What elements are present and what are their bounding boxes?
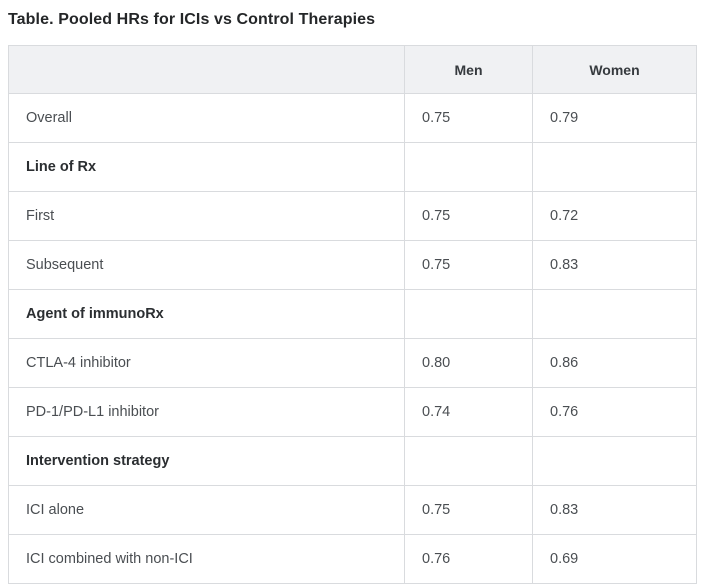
corner-header-cell	[8, 45, 405, 94]
women-value-cell	[532, 142, 697, 192]
row-label-cell: First	[8, 191, 405, 241]
row-label-cell: CTLA-4 inhibitor	[8, 338, 405, 388]
column-header-women: Women	[532, 45, 697, 94]
row-label-cell: Agent of immunoRx	[8, 289, 405, 339]
table-row: Subsequent 0.75 0.83	[8, 240, 697, 290]
men-value-cell: 0.75	[404, 93, 533, 143]
row-label-cell: Intervention strategy	[8, 436, 405, 486]
women-value-cell	[532, 436, 697, 486]
women-value-cell: 0.69	[532, 534, 697, 584]
men-value-cell: 0.75	[404, 240, 533, 290]
men-value-cell: 0.80	[404, 338, 533, 388]
men-value-cell	[404, 142, 533, 192]
row-label-cell: Overall	[8, 93, 405, 143]
row-label-cell: ICI alone	[8, 485, 405, 535]
table-row: PD-1/PD-L1 inhibitor 0.74 0.76	[8, 387, 697, 437]
page-title: Table. Pooled HRs for ICIs vs Control Th…	[8, 11, 376, 28]
table-row: ICI combined with non-ICI 0.76 0.69	[8, 534, 697, 584]
table-row: Agent of immunoRx	[8, 289, 697, 339]
table-row: Intervention strategy	[8, 436, 697, 486]
table-header-row: Men Women	[8, 45, 697, 94]
women-value-cell: 0.72	[532, 191, 697, 241]
table-row: Line of Rx	[8, 142, 697, 192]
table-row: ICI alone 0.75 0.83	[8, 485, 697, 535]
women-value-cell	[532, 289, 697, 339]
row-label-cell: Line of Rx	[8, 142, 405, 192]
column-header-men: Men	[404, 45, 533, 94]
women-value-cell: 0.83	[532, 240, 697, 290]
men-value-cell: 0.74	[404, 387, 533, 437]
pooled-hr-table: Men Women Overall 0.75 0.79 Line of Rx First…	[8, 45, 697, 584]
row-label-cell: PD-1/PD-L1 inhibitor	[8, 387, 405, 437]
women-value-cell: 0.79	[532, 93, 697, 143]
table-body: Overall 0.75 0.79 Line of Rx First 0.75 0.72 Su…	[8, 93, 697, 584]
table-row: Overall 0.75 0.79	[8, 93, 697, 143]
men-value-cell: 0.75	[404, 485, 533, 535]
row-label-cell: ICI combined with non-ICI	[8, 534, 405, 584]
women-value-cell: 0.83	[532, 485, 697, 535]
women-value-cell: 0.76	[532, 387, 697, 437]
table-row: CTLA-4 inhibitor 0.80 0.86	[8, 338, 697, 388]
men-value-cell: 0.75	[404, 191, 533, 241]
table-row: First 0.75 0.72	[8, 191, 697, 241]
men-value-cell: 0.76	[404, 534, 533, 584]
men-value-cell	[404, 289, 533, 339]
row-label-cell: Subsequent	[8, 240, 405, 290]
table-header: Men Women	[8, 45, 697, 94]
women-value-cell: 0.86	[532, 338, 697, 388]
men-value-cell	[404, 436, 533, 486]
